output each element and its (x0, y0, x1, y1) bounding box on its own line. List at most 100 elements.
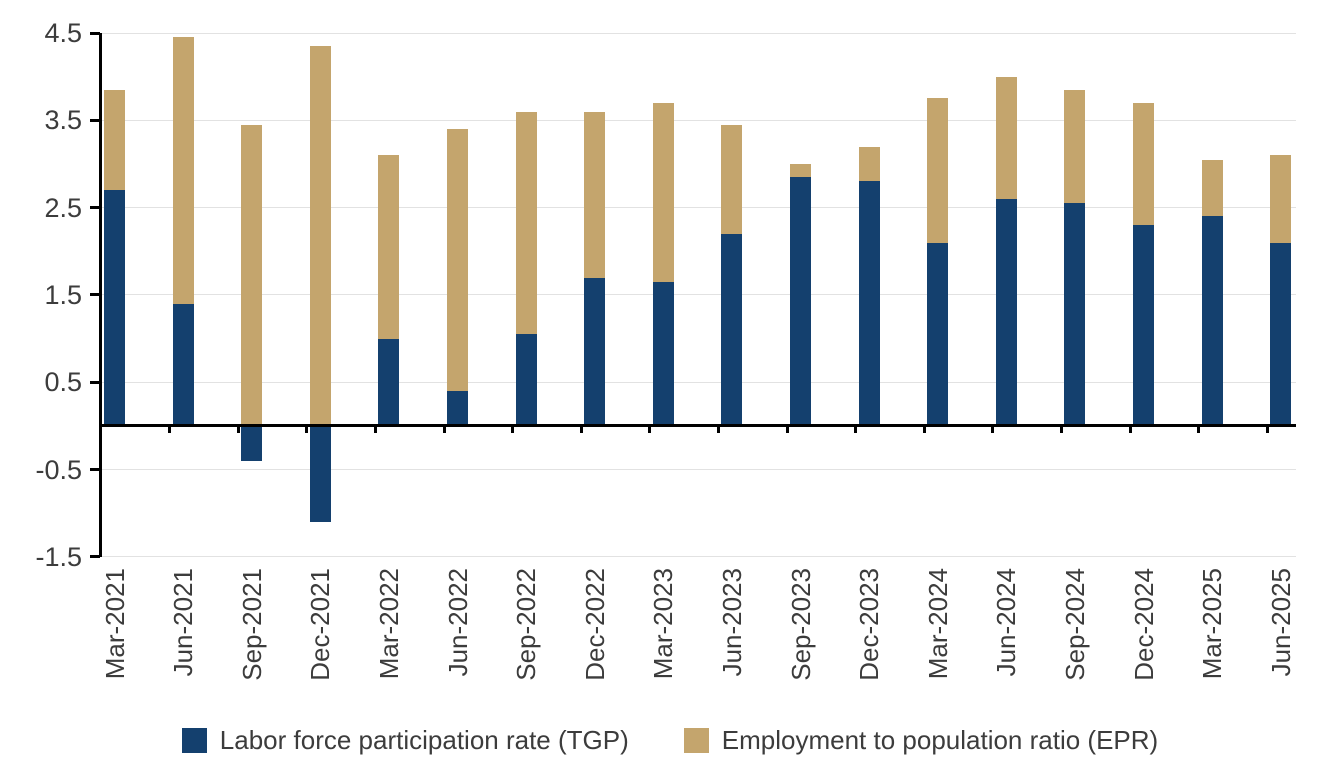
y-axis-tick (90, 468, 100, 472)
gridline (101, 32, 1296, 34)
x-axis-tick-label: Mar-2021 (99, 568, 130, 680)
x-axis-tick (648, 427, 652, 434)
x-axis-tick (785, 427, 789, 434)
bar-segment-tgp (1201, 216, 1223, 426)
bar-segment-tgp (652, 281, 674, 426)
bar-segment-epr (790, 163, 811, 178)
gridline (101, 381, 1296, 383)
bar-segment-epr (172, 37, 194, 304)
y-axis-tick-label: 3.5 (44, 105, 82, 136)
x-axis-tick-label: Dec-2021 (305, 568, 336, 681)
y-axis-tick (90, 555, 100, 559)
x-axis-tick (168, 427, 172, 434)
x-axis-tick (511, 427, 515, 434)
bar-segment-epr (652, 102, 674, 282)
bar-segment-tgp (515, 334, 537, 426)
bar-segment-epr (584, 111, 606, 278)
y-axis-tick-label: 0.5 (44, 367, 82, 398)
y-axis-line (99, 33, 102, 557)
x-axis-tick (1265, 427, 1269, 434)
bar-segment-epr (104, 89, 125, 191)
x-axis-tick-label: Sep-2024 (1059, 568, 1090, 681)
x-axis-tick-label: Dec-2022 (579, 568, 610, 681)
bar-segment-tgp (447, 391, 468, 426)
bar-segment-tgp (378, 338, 400, 426)
x-axis-tick (716, 427, 720, 434)
bar-segment-epr (1064, 89, 1086, 204)
x-axis-tick-label: Sep-2021 (236, 568, 267, 681)
bar-segment-tgp (104, 190, 125, 426)
legend-swatch-icon (683, 728, 709, 753)
y-axis-tick (90, 118, 100, 122)
bar-segment-epr (1201, 159, 1223, 217)
bar-segment-tgp (584, 277, 606, 426)
y-axis-tick-label: -0.5 (35, 454, 82, 485)
legend-label: Labor force participation rate (TGP) (219, 725, 629, 755)
x-axis-tick (854, 427, 858, 434)
x-axis-tick (1059, 427, 1063, 434)
gridline (101, 294, 1296, 296)
bar-segment-tgp (927, 242, 949, 426)
gridline (101, 469, 1296, 471)
x-axis-tick-label: Jun-2024 (991, 568, 1022, 677)
x-axis-tick-label: Dec-2024 (1128, 568, 1159, 681)
x-axis-tick-label: Mar-2025 (1197, 568, 1228, 680)
x-axis-tick-label: Mar-2023 (648, 568, 679, 680)
y-axis-tick (90, 293, 100, 297)
bar-segment-epr (447, 129, 468, 392)
x-axis-tick (579, 427, 583, 434)
y-axis-tick (90, 31, 100, 35)
x-axis-tick-label: Jun-2023 (716, 568, 747, 677)
gridline (101, 556, 1296, 558)
bar-segment-epr (995, 76, 1017, 199)
x-axis-tick-label: Jun-2022 (442, 568, 473, 677)
bar-segment-epr (927, 98, 949, 243)
x-axis-tick-label: Mar-2022 (373, 568, 404, 680)
bar-segment-tgp (1064, 203, 1086, 426)
bar-segment-epr (309, 46, 331, 426)
x-axis-tick-label: Jun-2025 (1265, 568, 1296, 677)
x-axis-zero-line (101, 424, 1296, 428)
gridline (101, 119, 1296, 121)
bar-segment-tgp (309, 425, 331, 523)
x-axis-tick-label: Sep-2023 (785, 568, 816, 681)
x-axis-tick (1128, 427, 1132, 434)
x-axis-tick (305, 427, 309, 434)
bar-segment-epr (858, 146, 880, 182)
x-axis-tick (236, 427, 240, 434)
x-axis-tick-label: Mar-2024 (922, 568, 953, 680)
x-axis-tick (442, 427, 446, 434)
bar-segment-tgp (995, 198, 1017, 426)
chart-legend: Labor force participation rate (TGP) Empl… (0, 725, 1340, 756)
x-axis-tick-label: Sep-2022 (511, 568, 542, 681)
legend-swatch-icon (181, 728, 207, 753)
y-axis-tick-label: 1.5 (44, 279, 82, 310)
legend-item: Labor force participation rate (TGP) (181, 725, 629, 756)
y-axis-tick (90, 206, 100, 210)
bar-segment-tgp (858, 181, 880, 426)
bar-segment-tgp (241, 425, 263, 461)
bar-segment-tgp (1270, 242, 1292, 426)
legend-label: Employment to population ratio (EPR) (721, 725, 1159, 755)
x-axis-tick (922, 427, 926, 434)
y-axis-tick-label: -1.5 (35, 541, 82, 572)
bar-segment-epr (1270, 155, 1292, 243)
bar-segment-epr (1133, 102, 1154, 226)
bar-segment-tgp (790, 177, 811, 426)
bar-segment-epr (515, 111, 537, 335)
bar-segment-epr (378, 155, 400, 339)
x-axis-tick-label: Dec-2023 (854, 568, 885, 681)
y-axis-tick (90, 380, 100, 384)
gridline (101, 207, 1296, 209)
legend-item: Employment to population ratio (EPR) (683, 725, 1159, 756)
y-axis-tick-label: 4.5 (44, 18, 82, 48)
x-axis-tick (373, 427, 377, 434)
bar-segment-epr (241, 124, 263, 426)
bar-segment-tgp (172, 303, 194, 426)
bar-segment-epr (721, 124, 743, 234)
x-axis-tick (1197, 427, 1201, 434)
bar-segment-tgp (721, 233, 743, 426)
x-axis-tick (991, 427, 995, 434)
bar-segment-tgp (1133, 225, 1154, 426)
